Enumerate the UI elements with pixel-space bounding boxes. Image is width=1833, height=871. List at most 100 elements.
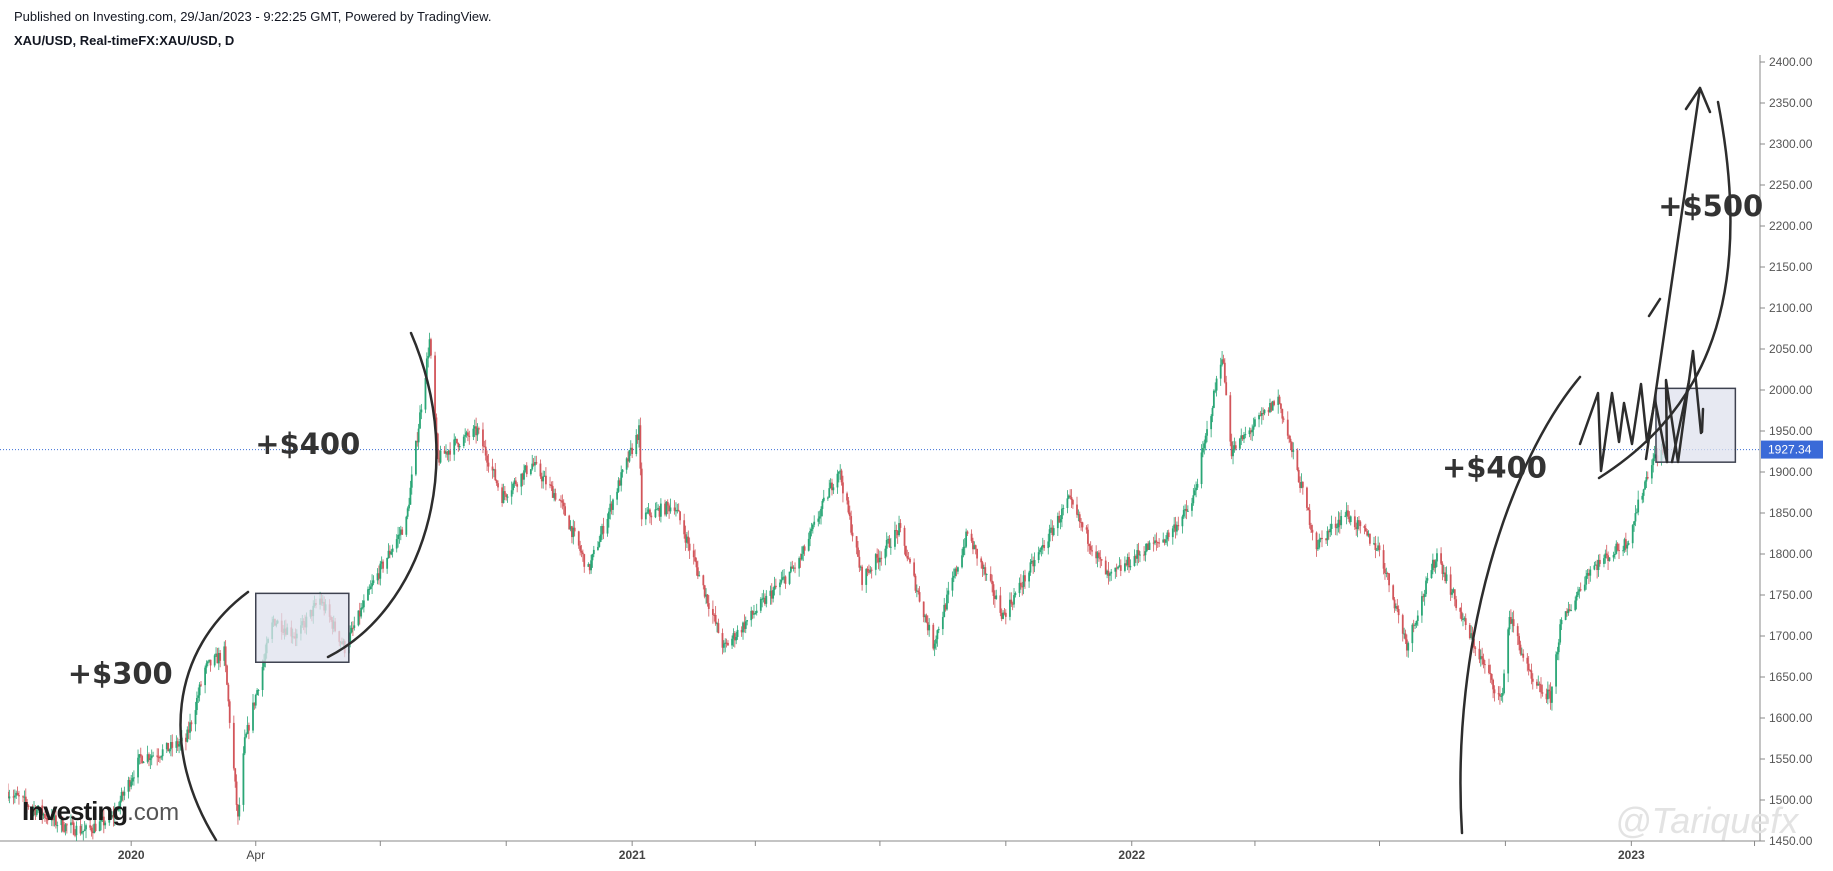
candle-body [33,807,35,809]
candle-body [936,630,939,640]
candle-body [1067,495,1070,499]
candle-body [846,493,848,501]
candle-body [894,530,896,547]
candle-body [37,805,40,810]
candle-body [1455,599,1458,608]
candle-body [1345,510,1348,516]
candle-body [224,646,227,666]
candle-body [395,539,398,549]
candle-body [194,710,197,725]
candle-body [45,817,48,819]
candle-body [601,525,603,535]
candle-body [1165,539,1167,543]
candle-body [352,627,354,629]
candle-body [946,594,948,610]
y-tick-label: 2400.00 [1769,55,1813,69]
candle-body [686,536,688,543]
candle-body [591,554,594,561]
candles [8,332,1668,841]
candle-body [1375,549,1378,551]
candle-body [740,629,743,633]
y-tick-label: 2250.00 [1769,178,1813,192]
candle-body [1311,529,1314,533]
candle-body [735,636,738,641]
candle-body [915,590,918,592]
candle-body [755,610,758,613]
candle-body [200,684,202,686]
candle-body [1024,575,1026,582]
y-tick-label: 1650.00 [1769,670,1813,684]
candle-body [1551,686,1553,703]
candle-body [13,795,16,798]
candle-body [1430,570,1433,579]
candle-body [81,832,83,834]
candle-body [1263,409,1266,414]
y-tick-label: 1900.00 [1769,465,1813,479]
candle-body [169,742,172,750]
candle-body [386,557,389,569]
candle-body [1549,691,1552,703]
candle-body [770,590,773,599]
candle-body [376,573,379,581]
candle-body [692,550,695,558]
candle-body [1271,401,1274,411]
candle-body [1575,595,1578,601]
y-tick-label: 1950.00 [1769,424,1813,438]
symbol-title: XAU/USD, Real-timeFX:XAU/USD, D [14,33,235,48]
candle-body [209,659,212,666]
candle-body [1626,544,1629,549]
y-tick-label: 1600.00 [1769,711,1813,725]
candle-body [1356,520,1359,530]
candle-body [371,583,373,587]
candle-body [1232,449,1234,457]
candle-body [1445,574,1448,582]
candle-body [1522,653,1525,658]
candle-body [631,447,634,455]
candle-body [1538,683,1541,685]
candle-body [810,529,813,532]
candle-body [358,610,361,617]
candle-body [857,547,859,557]
candle-body [769,590,772,596]
candle-body [406,508,409,517]
candle-body [1405,639,1408,651]
y-tick-label: 2000.00 [1769,383,1813,397]
candle-body [18,795,20,797]
candle-body [1308,510,1311,525]
candle-body [647,509,650,513]
candle-body [554,493,557,500]
candle-body [992,584,995,596]
candle-body [1490,673,1493,680]
candle-body [1474,647,1477,649]
candle-body [235,781,238,805]
candle-body [1605,553,1608,556]
candle-body [120,791,123,801]
candle-body [1107,570,1110,576]
candle-body [185,737,187,742]
candle-body [1259,415,1262,417]
candle-body [361,607,364,609]
candle-body [790,566,792,572]
candle-body [176,741,179,747]
candle-body [1091,550,1093,552]
candle-body [189,722,191,733]
candle-body [973,545,976,550]
candle-body [1329,528,1332,533]
candle-body [568,515,571,530]
candle-body [454,438,457,440]
candle-body [44,814,46,818]
candle-body [1181,516,1184,527]
candle-body [1129,565,1132,568]
candle-body [1353,516,1356,528]
candle-body [1143,554,1145,556]
candle-body [534,462,536,466]
candle-body [1077,514,1080,516]
candle-body [72,822,75,835]
candle-body [473,426,476,429]
arc-2020-right [326,331,438,659]
candle-body [23,796,26,798]
candle-body [22,796,24,798]
candle-body [1453,589,1456,600]
candle-body [545,475,547,485]
